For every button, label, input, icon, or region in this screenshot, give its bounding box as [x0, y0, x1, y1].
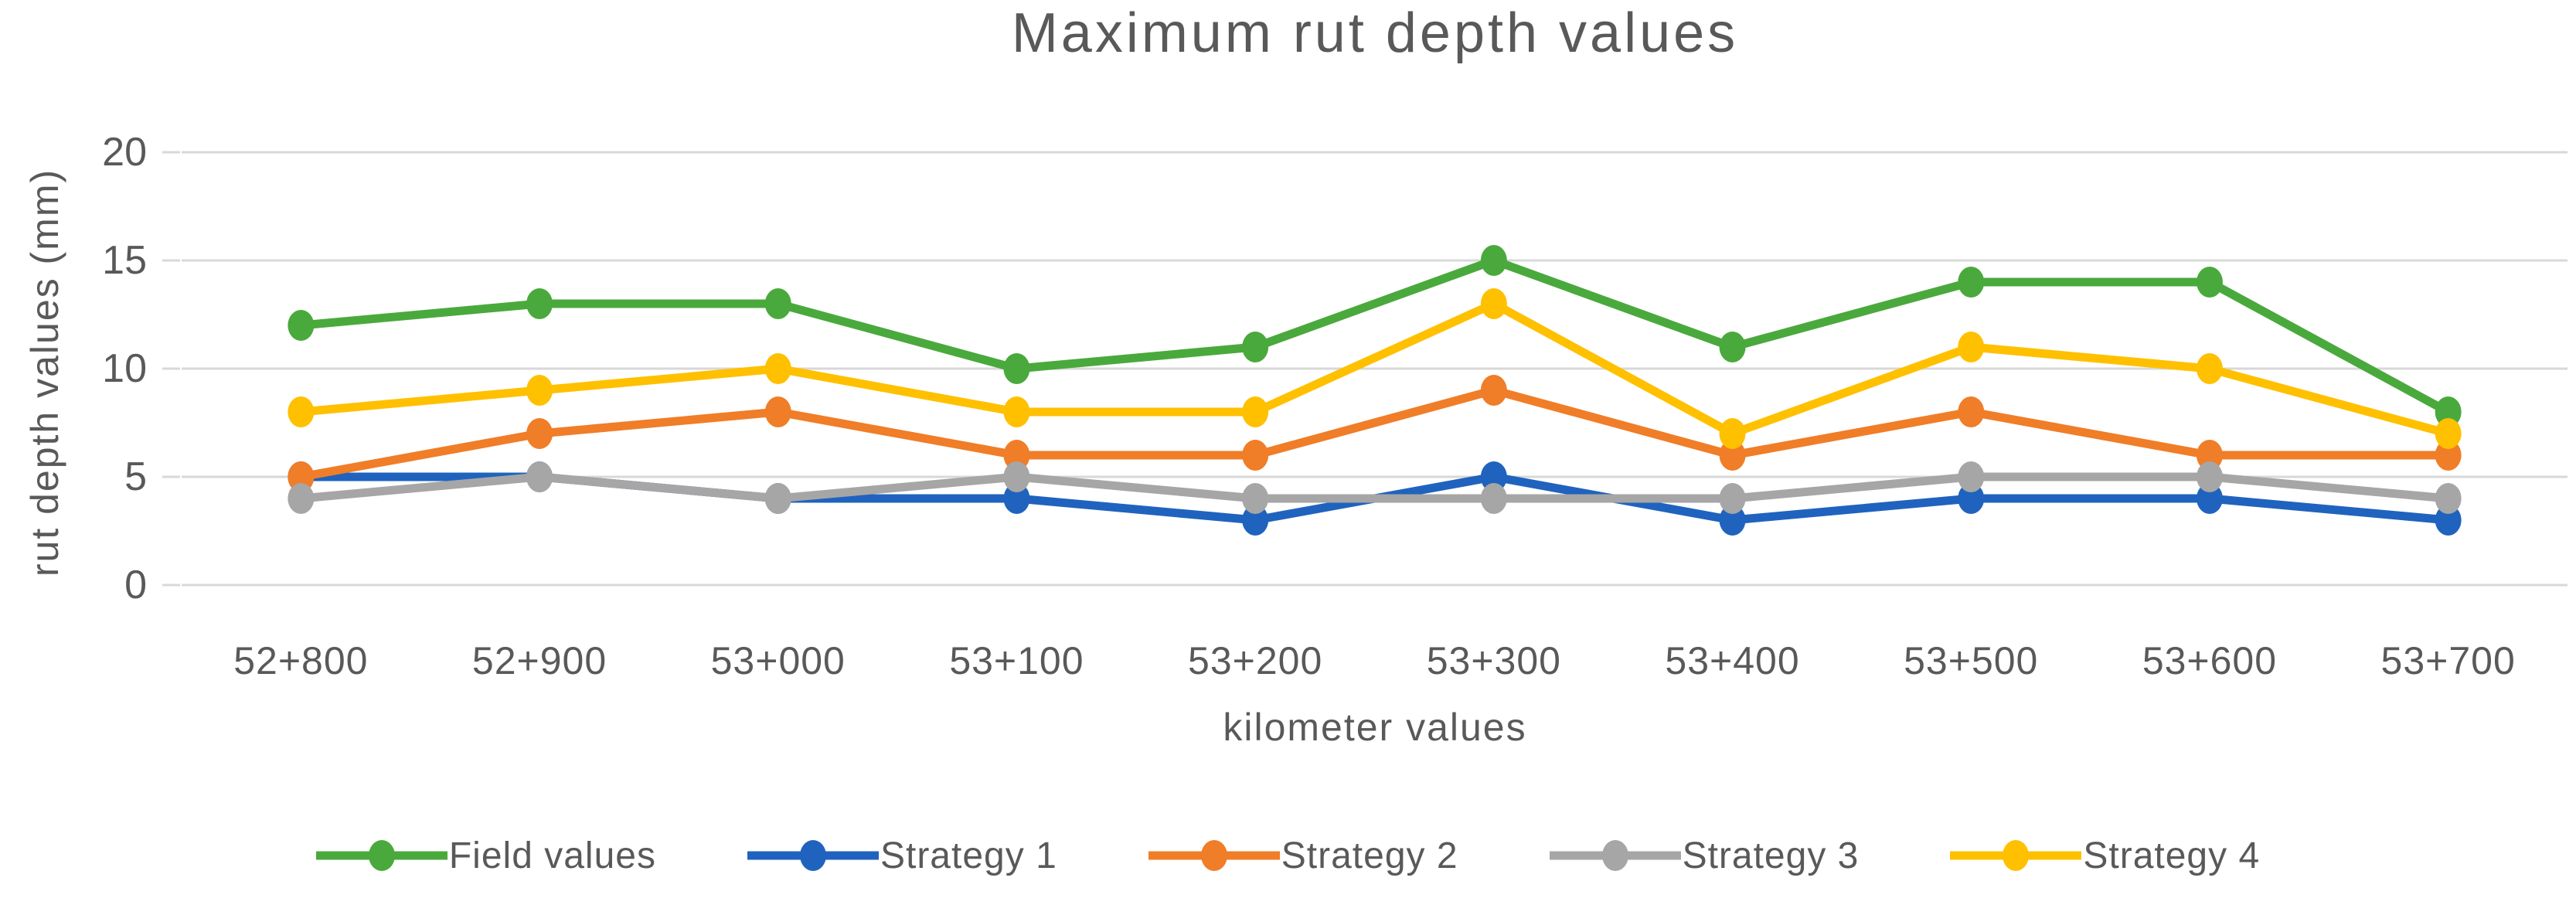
- data-point-marker: [1480, 483, 1507, 514]
- data-point-marker: [1719, 505, 1746, 536]
- data-point-marker: [1003, 461, 1030, 492]
- data-point-marker: [1958, 396, 1985, 427]
- data-point-marker: [764, 288, 791, 319]
- legend-line-marker-icon: [315, 840, 447, 871]
- chart-title: Maximum rut depth values: [1011, 2, 1739, 64]
- data-point-marker: [1242, 332, 1269, 362]
- x-tick-label: 52+800: [233, 639, 368, 682]
- legend-line-marker-icon: [747, 840, 879, 871]
- data-point-marker: [1480, 288, 1507, 319]
- x-tick-label: 52+900: [472, 639, 607, 682]
- data-point-marker: [1719, 483, 1746, 514]
- data-point-marker: [2435, 440, 2462, 471]
- data-point-marker: [1480, 245, 1507, 276]
- y-axis-title: rut depth values (mm): [23, 168, 66, 577]
- data-point-marker: [2435, 396, 2462, 427]
- data-point-marker: [526, 288, 553, 319]
- legend: Field values Strategy 1 Strategy 2 Strategy…: [0, 828, 2576, 883]
- data-point-marker: [2196, 483, 2223, 514]
- data-point-marker: [1242, 505, 1269, 536]
- data-point-marker: [1719, 440, 1746, 471]
- data-point-marker: [288, 310, 315, 341]
- data-point-marker: [1958, 461, 1985, 492]
- data-point-marker: [288, 396, 315, 427]
- legend-label: Strategy 4: [2083, 835, 2261, 876]
- legend-item-strategy-1: Strategy 1: [747, 834, 1057, 877]
- data-point-marker: [2196, 440, 2223, 471]
- x-axis-title: kilometer values: [1223, 706, 1527, 749]
- legend-item-field-values: Field values: [315, 834, 656, 877]
- legend-label: Strategy 3: [1682, 835, 1860, 876]
- series-line-strategy-2: [300, 386, 2448, 481]
- series-line-strategy-4: [300, 299, 2450, 438]
- data-point-marker: [1242, 396, 1269, 427]
- x-tick-label: 53+700: [2381, 639, 2516, 682]
- x-tick-label: 53+100: [949, 639, 1084, 682]
- data-point-marker: [526, 375, 553, 406]
- data-point-marker: [1003, 440, 1030, 471]
- data-point-marker: [1480, 375, 1507, 406]
- y-tick-label: 0: [124, 563, 147, 607]
- legend-item-strategy-4: Strategy 4: [1950, 834, 2260, 877]
- data-point-marker: [764, 396, 791, 427]
- y-tick-label: 15: [102, 238, 147, 283]
- data-point-marker: [764, 353, 791, 384]
- legend-label: Strategy 1: [880, 835, 1057, 876]
- data-point-marker: [526, 461, 553, 492]
- data-point-marker: [1480, 461, 1507, 492]
- legend-line-marker-icon: [1549, 840, 1681, 871]
- data-point-marker: [1958, 267, 1985, 298]
- data-point-marker: [288, 461, 315, 492]
- series-line-strategy-3: [300, 472, 2449, 503]
- x-tick-label: 53+400: [1665, 639, 1799, 682]
- y-tick-label: 5: [124, 454, 147, 499]
- data-point-marker: [1958, 483, 1985, 514]
- y-tick-label: 20: [102, 130, 147, 175]
- x-tick-label: 53+500: [1904, 639, 2038, 682]
- data-point-marker: [764, 483, 791, 514]
- data-point-marker: [1958, 332, 1985, 362]
- x-tick-label: 53+200: [1188, 639, 1322, 682]
- data-point-marker: [2196, 461, 2223, 492]
- data-point-marker: [1003, 353, 1030, 384]
- data-point-marker: [1242, 483, 1269, 514]
- data-point-marker: [2435, 505, 2462, 536]
- x-tick-label: 53+000: [711, 639, 846, 682]
- data-point-marker: [1242, 440, 1269, 471]
- data-point-marker: [1003, 396, 1030, 427]
- legend-item-strategy-3: Strategy 3: [1549, 834, 1860, 877]
- y-tick-label: 10: [102, 346, 147, 391]
- series-line-field-values: [300, 256, 2451, 416]
- legend-line-marker-icon: [1148, 840, 1280, 871]
- legend-label: Field values: [448, 835, 656, 876]
- data-point-marker: [2435, 483, 2462, 514]
- data-point-marker: [2196, 353, 2223, 384]
- legend-label: Strategy 2: [1281, 835, 1458, 876]
- legend-item-strategy-2: Strategy 2: [1148, 834, 1458, 877]
- data-point-marker: [1003, 483, 1030, 514]
- data-point-marker: [2435, 418, 2462, 449]
- data-point-marker: [2196, 267, 2223, 298]
- x-tick-label: 53+600: [2142, 639, 2277, 682]
- legend-line-marker-icon: [1950, 840, 2082, 871]
- data-point-marker: [288, 483, 315, 514]
- data-point-marker: [1719, 418, 1746, 449]
- x-tick-label: 53+300: [1427, 639, 1561, 682]
- data-point-marker: [526, 418, 553, 449]
- data-point-marker: [1719, 332, 1746, 362]
